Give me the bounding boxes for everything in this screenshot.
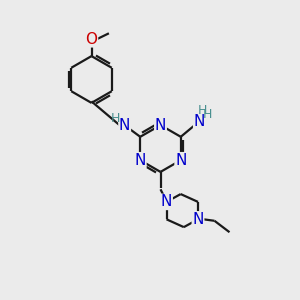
- Text: N: N: [175, 153, 187, 168]
- Text: O: O: [85, 32, 98, 47]
- Text: N: N: [155, 118, 166, 133]
- Text: N: N: [194, 114, 205, 129]
- Text: N: N: [119, 118, 130, 133]
- Text: N: N: [161, 194, 172, 209]
- Text: H: H: [111, 112, 120, 125]
- Text: H: H: [203, 108, 212, 121]
- Text: N: N: [134, 153, 146, 168]
- Text: H: H: [198, 103, 207, 117]
- Text: N: N: [192, 212, 204, 227]
